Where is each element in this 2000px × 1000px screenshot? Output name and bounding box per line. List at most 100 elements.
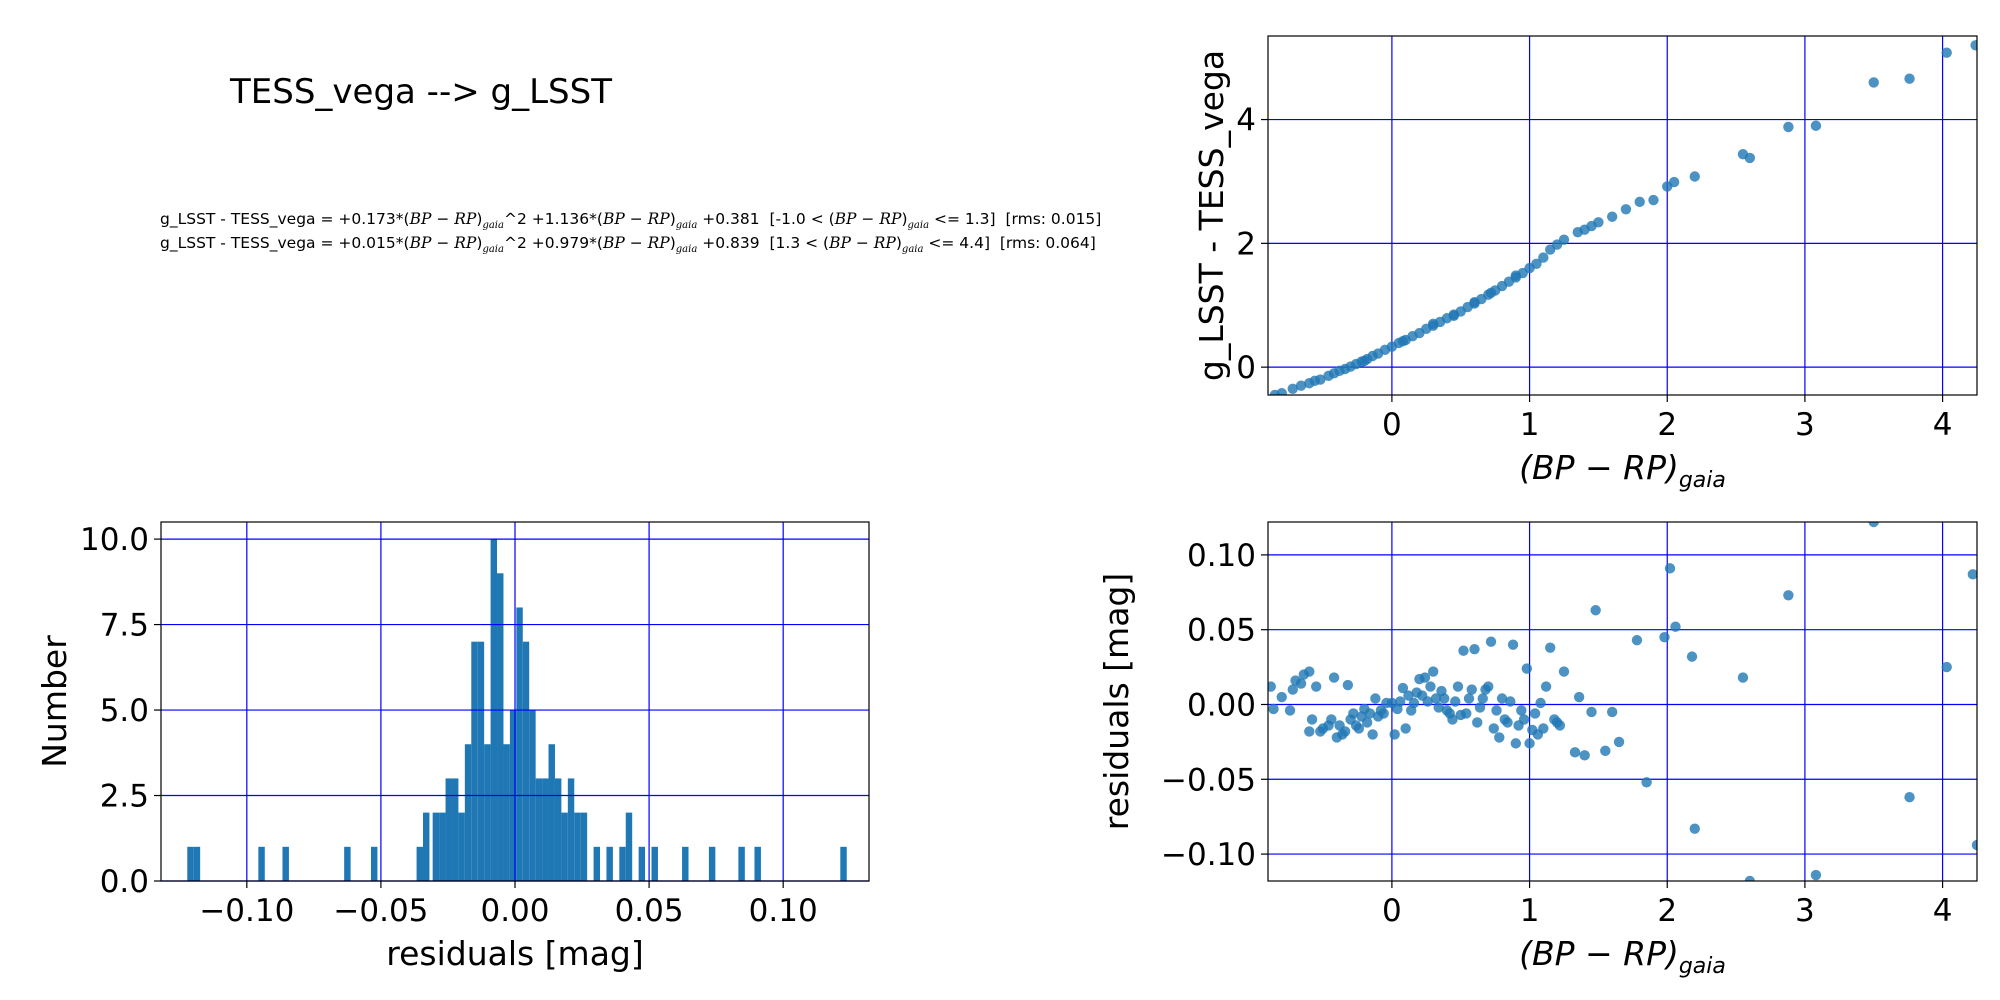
data-point	[1304, 666, 1315, 677]
data-point	[1554, 720, 1566, 731]
histogram-bar	[574, 812, 581, 881]
histogram-bar	[471, 641, 478, 881]
histogram-bar	[754, 846, 761, 881]
data-point	[1558, 234, 1570, 245]
data-point	[1439, 693, 1450, 704]
data-point	[1310, 681, 1322, 692]
data-point	[1403, 690, 1414, 701]
data-point	[1466, 684, 1477, 695]
x-tick-label: −0.10	[199, 893, 294, 929]
data-point	[1668, 176, 1680, 188]
x-axis-label: residuals [mag]	[386, 934, 644, 973]
data-point	[1306, 714, 1318, 725]
x-tick-label: 2	[1657, 407, 1677, 443]
data-point	[1689, 171, 1700, 182]
y-tick-label: −0.05	[1161, 762, 1256, 798]
coef-constant: +0.381	[702, 210, 760, 228]
data-point	[1505, 696, 1516, 707]
data-point	[1586, 220, 1597, 232]
data-point	[1573, 691, 1585, 703]
coef-quadratic: +0.173	[338, 210, 396, 228]
axes-frame	[1267, 35, 1978, 396]
y-tick-label: 2.5	[100, 779, 149, 815]
y-tick-label: 0.0	[100, 864, 149, 900]
y-tick-label: −0.10	[1161, 837, 1256, 873]
data-point	[1485, 636, 1497, 647]
histogram-bar	[497, 573, 504, 881]
data-point	[1326, 714, 1337, 725]
data-point	[1510, 270, 1522, 281]
gridlines	[161, 522, 869, 882]
data-point	[1483, 681, 1494, 692]
data-point	[1397, 682, 1409, 694]
scatter-points	[1269, 40, 1977, 395]
histogram-bar	[619, 846, 626, 881]
rms-value: 0.064	[1045, 234, 1090, 252]
data-point	[1941, 661, 1952, 673]
data-point	[1276, 691, 1287, 703]
x-tick-label: 1	[1520, 893, 1540, 929]
axes-frame	[1267, 521, 1978, 882]
histogram-bar	[370, 846, 378, 881]
data-point	[1378, 708, 1389, 719]
y-tick-label: 0	[1236, 350, 1256, 386]
data-point	[1586, 706, 1597, 718]
data-point	[1488, 723, 1499, 734]
data-point	[1529, 708, 1541, 719]
data-point	[1634, 196, 1645, 208]
rms-value: 0.015	[1050, 210, 1096, 228]
data-point	[1304, 726, 1315, 737]
data-point	[1364, 708, 1376, 719]
x-tick-label: 0.05	[615, 893, 684, 929]
data-point	[1970, 40, 1977, 51]
data-point	[1569, 747, 1581, 758]
data-point	[1348, 708, 1359, 719]
x-tick-label: 4	[1933, 407, 1953, 443]
data-point	[1400, 723, 1411, 734]
histogram-bar	[282, 846, 289, 881]
y-axis-label: residuals [mag]	[1097, 573, 1136, 831]
data-point	[1477, 693, 1488, 704]
y-tick-label: 4	[1236, 103, 1256, 139]
histogram-bar	[522, 641, 530, 881]
fit-equation-2: g_LSST - TESS_vega = +0.015*(BP − RP)gai…	[160, 234, 1096, 256]
data-point	[1620, 204, 1632, 215]
data-point	[1502, 717, 1513, 728]
data-point	[1472, 717, 1483, 728]
histogram-bar	[416, 846, 424, 881]
data-point	[1579, 750, 1590, 761]
y-tick-label: 0.00	[1187, 687, 1256, 723]
x-tick-label: 1	[1520, 407, 1540, 443]
equation-lhs: g_LSST - TESS_vega =	[160, 210, 339, 228]
data-point	[1342, 679, 1354, 691]
histogram-bar	[423, 812, 430, 881]
data-point	[1600, 745, 1611, 757]
y-tick-label: 2	[1236, 226, 1256, 262]
histogram-bar	[651, 846, 658, 881]
data-point	[1648, 194, 1659, 206]
data-point	[1469, 296, 1480, 308]
tick-labels: 0 1 2 3 4 −0.10 −0.05 0.00 0.05 0.10	[1161, 538, 1952, 929]
data-point	[1430, 693, 1442, 704]
histogram-bar	[516, 607, 523, 881]
histogram-bar	[258, 846, 265, 881]
data-point	[1631, 634, 1643, 646]
histogram-bar	[682, 846, 689, 881]
histogram-bar	[548, 744, 555, 881]
data-point	[1458, 645, 1469, 656]
data-point	[1485, 287, 1497, 299]
data-point	[1510, 738, 1522, 749]
x-axis-label: (BP − RP)gaia	[1519, 934, 1726, 979]
histogram-bar	[542, 778, 549, 881]
histogram-bar	[625, 812, 633, 881]
data-point	[1287, 684, 1298, 695]
data-point	[1353, 723, 1365, 734]
histogram-bar	[432, 812, 440, 881]
data-point	[1868, 77, 1879, 88]
x-tick-label: 3	[1795, 893, 1815, 929]
data-point	[1606, 211, 1618, 222]
histogram-bar	[344, 846, 351, 881]
data-point	[1295, 380, 1307, 391]
data-point	[1448, 310, 1460, 321]
